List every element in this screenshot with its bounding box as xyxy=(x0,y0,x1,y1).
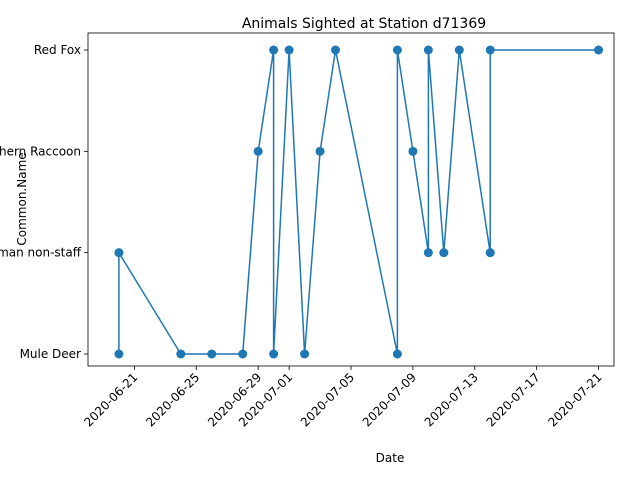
data-point xyxy=(594,45,604,55)
data-point xyxy=(331,45,341,55)
data-point xyxy=(114,349,124,359)
data-point xyxy=(408,146,418,156)
x-tick-label: 2020-07-17 xyxy=(484,370,543,429)
data-point xyxy=(238,349,248,359)
y-tick-label: Red Fox xyxy=(34,43,81,57)
plot-area xyxy=(114,45,604,359)
data-point xyxy=(485,248,495,258)
y-axis-label: Common.Name xyxy=(15,152,29,245)
x-tick-label: 2020-06-25 xyxy=(143,370,202,429)
x-axis: 2020-06-21 2020-06-25 2020-06-292020-07-01… xyxy=(81,366,605,429)
data-point xyxy=(300,349,310,359)
x-tick-label: 2020-07-13 xyxy=(422,370,481,429)
data-point xyxy=(269,45,279,55)
data-point xyxy=(315,146,325,156)
y-axis: Mule Deer Human non-staff Northern Raccoon… xyxy=(0,43,88,361)
data-point xyxy=(269,349,279,359)
plot-frame xyxy=(87,32,615,367)
data-point xyxy=(454,45,464,55)
data-point xyxy=(392,349,402,359)
data-point xyxy=(284,45,294,55)
data-point xyxy=(176,349,186,359)
data-point xyxy=(207,349,217,359)
x-axis-label: Date xyxy=(376,451,405,465)
data-point xyxy=(253,146,263,156)
chart-title: Animals Sighted at Station d71369 xyxy=(242,16,486,32)
x-tick-label: 2020-06-21 xyxy=(81,370,140,429)
y-tick-label: Northern Raccoon xyxy=(0,144,81,158)
data-point xyxy=(439,248,449,258)
x-tick-label: 2020-07-09 xyxy=(360,370,419,429)
x-tick-label: 2020-07-21 xyxy=(545,370,604,429)
y-tick-label: Human non-staff xyxy=(0,246,82,260)
data-point xyxy=(392,45,402,55)
data-point xyxy=(485,45,495,55)
x-tick-label: 2020-07-05 xyxy=(298,370,357,429)
data-point xyxy=(423,248,433,258)
series-line xyxy=(118,49,599,355)
y-tick-label: Mule Deer xyxy=(20,347,81,361)
data-point xyxy=(423,45,433,55)
data-point xyxy=(114,248,124,258)
